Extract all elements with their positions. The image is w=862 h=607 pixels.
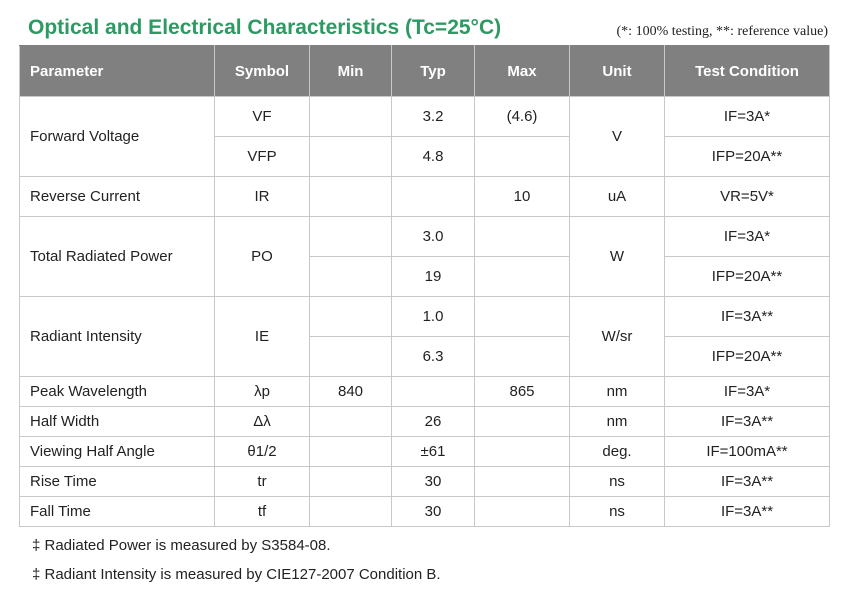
typ-cell: 30 bbox=[391, 496, 475, 527]
unit-cell: deg. bbox=[569, 436, 665, 467]
unit-cell: ns bbox=[569, 466, 665, 497]
max-cell bbox=[474, 136, 570, 177]
unit-cell: W bbox=[569, 216, 665, 297]
symbol-cell: IE bbox=[214, 296, 310, 377]
typ-cell: 3.0 bbox=[391, 216, 475, 257]
max-cell: (4.6) bbox=[474, 96, 570, 137]
condition-cell: IF=3A* bbox=[664, 96, 830, 137]
typ-cell bbox=[391, 376, 475, 407]
header-unit: Unit bbox=[569, 45, 665, 97]
param-cell: Forward Voltage bbox=[19, 96, 215, 177]
min-cell: 840 bbox=[309, 376, 392, 407]
min-cell bbox=[309, 96, 392, 137]
param-cell: Peak Wavelength bbox=[19, 376, 215, 407]
footnote-radiated-power: ‡ Radiated Power is measured by S3584-08… bbox=[32, 537, 331, 554]
condition-cell: IFP=20A** bbox=[664, 136, 830, 177]
max-cell bbox=[474, 256, 570, 297]
min-cell bbox=[309, 216, 392, 257]
table-row: Radiant Intensity IE 1.0 W/sr IF=3A** bbox=[19, 296, 830, 377]
param-cell: Fall Time bbox=[19, 496, 215, 527]
max-cell bbox=[474, 296, 570, 337]
unit-cell: V bbox=[569, 96, 665, 177]
condition-cell: IFP=20A** bbox=[664, 256, 830, 297]
header-typ: Typ bbox=[391, 45, 475, 97]
symbol-cell: λp bbox=[214, 376, 310, 407]
max-cell bbox=[474, 436, 570, 467]
param-cell: Half Width bbox=[19, 406, 215, 437]
unit-cell: nm bbox=[569, 376, 665, 407]
param-cell: Viewing Half Angle bbox=[19, 436, 215, 467]
testing-note: (*: 100% testing, **: reference value) bbox=[616, 24, 828, 39]
header-parameter: Parameter bbox=[19, 45, 215, 97]
typ-cell: 26 bbox=[391, 406, 475, 437]
min-cell bbox=[309, 256, 392, 297]
characteristics-table: Parameter Symbol Min Typ Max Unit Test C… bbox=[19, 45, 830, 527]
unit-cell: W/sr bbox=[569, 296, 665, 377]
header-min: Min bbox=[309, 45, 392, 97]
min-cell bbox=[309, 436, 392, 467]
min-cell bbox=[309, 336, 392, 377]
max-cell bbox=[474, 216, 570, 257]
condition-cell: IFP=20A** bbox=[664, 336, 830, 377]
param-cell: Reverse Current bbox=[19, 176, 215, 217]
condition-cell: VR=5V* bbox=[664, 176, 830, 217]
typ-cell: 19 bbox=[391, 256, 475, 297]
symbol-cell: Δλ bbox=[214, 406, 310, 437]
table-row: Forward Voltage VF 3.2 (4.6) V IF=3A* bbox=[19, 96, 830, 177]
table-row: Rise Time tr 30 ns IF=3A** bbox=[19, 466, 830, 497]
condition-cell: IF=100mA** bbox=[664, 436, 830, 467]
condition-cell: IF=3A** bbox=[664, 496, 830, 527]
symbol-cell: θ1/2 bbox=[214, 436, 310, 467]
symbol-cell: tf bbox=[214, 496, 310, 527]
max-cell bbox=[474, 406, 570, 437]
symbol-cell: VF bbox=[214, 96, 310, 137]
min-cell bbox=[309, 296, 392, 337]
param-cell: Rise Time bbox=[19, 466, 215, 497]
max-cell bbox=[474, 496, 570, 527]
table-row: Peak Wavelength λp 840 865 nm IF=3A* bbox=[19, 376, 830, 407]
page-title: Optical and Electrical Characteristics (… bbox=[28, 16, 502, 39]
condition-cell: IF=3A** bbox=[664, 296, 830, 337]
table-row: 6.3 IFP=20A** bbox=[20, 336, 830, 377]
min-cell bbox=[309, 496, 392, 527]
min-cell bbox=[309, 466, 392, 497]
max-cell bbox=[474, 466, 570, 497]
symbol-cell: PO bbox=[214, 216, 310, 297]
table-row: Total Radiated Power PO 3.0 W IF=3A* bbox=[19, 216, 830, 297]
typ-cell: 4.8 bbox=[391, 136, 475, 177]
min-cell bbox=[309, 406, 392, 437]
unit-cell: nm bbox=[569, 406, 665, 437]
param-cell: Total Radiated Power bbox=[19, 216, 215, 297]
typ-cell: 3.2 bbox=[391, 96, 475, 137]
header-test-condition: Test Condition bbox=[664, 45, 830, 97]
max-cell bbox=[474, 336, 570, 377]
header-symbol: Symbol bbox=[214, 45, 310, 97]
max-cell: 865 bbox=[474, 376, 570, 407]
table-row: Viewing Half Angle θ1/2 ±61 deg. IF=100m… bbox=[19, 436, 830, 467]
symbol-cell: IR bbox=[214, 176, 310, 217]
symbol-cell: tr bbox=[214, 466, 310, 497]
param-cell: Radiant Intensity bbox=[19, 296, 215, 377]
condition-cell: IF=3A* bbox=[664, 216, 830, 257]
footnote-radiant-intensity: ‡ Radiant Intensity is measured by CIE12… bbox=[32, 566, 441, 583]
condition-cell: IF=3A** bbox=[664, 466, 830, 497]
min-cell bbox=[309, 176, 392, 217]
table-row: Half Width Δλ 26 nm IF=3A** bbox=[19, 406, 830, 437]
min-cell bbox=[309, 136, 392, 177]
header-max: Max bbox=[474, 45, 570, 97]
typ-cell: ±61 bbox=[391, 436, 475, 467]
typ-cell: 30 bbox=[391, 466, 475, 497]
table-header-row: Parameter Symbol Min Typ Max Unit Test C… bbox=[19, 45, 830, 97]
symbol-cell: VFP bbox=[214, 136, 310, 177]
unit-cell: ns bbox=[569, 496, 665, 527]
max-cell: 10 bbox=[474, 176, 570, 217]
condition-cell: IF=3A* bbox=[664, 376, 830, 407]
unit-cell: uA bbox=[569, 176, 665, 217]
typ-cell bbox=[391, 176, 475, 217]
typ-cell: 1.0 bbox=[391, 296, 475, 337]
table-row: Reverse Current IR 10 uA VR=5V* bbox=[19, 176, 830, 217]
condition-cell: IF=3A** bbox=[664, 406, 830, 437]
table-row: Fall Time tf 30 ns IF=3A** bbox=[19, 496, 830, 527]
typ-cell: 6.3 bbox=[391, 336, 475, 377]
